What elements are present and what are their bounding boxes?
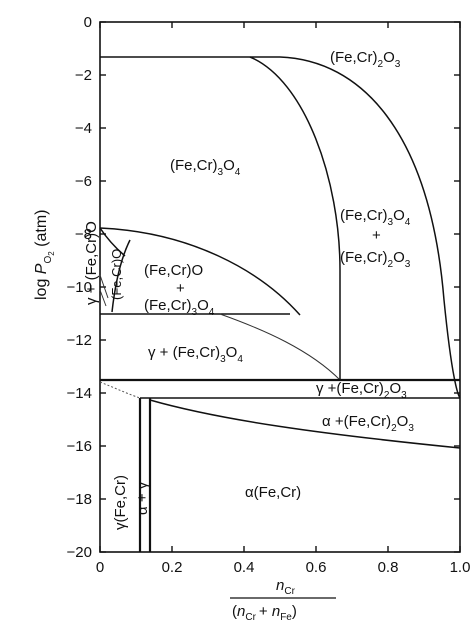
- y-tick-label: −20: [67, 544, 92, 561]
- boundary-wustite-left: [99, 227, 126, 257]
- x-tick-label: 0.2: [162, 559, 183, 576]
- y-tick-label: −8: [75, 226, 92, 243]
- boundary-wustite-right: [111, 239, 131, 313]
- label-alpha-fecr: α(Fe,Cr): [245, 484, 301, 501]
- y-tick-label: −16: [67, 438, 92, 455]
- x-tick-label: 0.6: [306, 559, 327, 576]
- label-wustite-spinel-plus: +: [176, 280, 185, 297]
- x-label-denominator: (nCr + nFe): [232, 603, 297, 623]
- y-tick-label: −12: [67, 332, 92, 349]
- label-gamma-spinel: γ + (Fe,Cr)3O4: [148, 344, 243, 365]
- label-spinel-corundum-bottom: (Fe,Cr)2O3: [340, 249, 411, 270]
- y-tick-label: −14: [67, 385, 92, 402]
- y-tick-label: −4: [75, 120, 92, 137]
- label-spinel: (Fe,Cr)3O4: [170, 157, 241, 178]
- x-tick-label: 0.8: [378, 559, 399, 576]
- boundary-spinel-wustite: [99, 227, 301, 316]
- boundary-gamma-wustite-diag2: [99, 289, 107, 307]
- label-spinel-corundum-plus: +: [372, 227, 381, 244]
- boundary-spinel-curve: [219, 313, 341, 381]
- label-spinel-corundum-top: (Fe,Cr)3O4: [340, 207, 411, 228]
- y-axis-label: log PO2 (atm): [33, 210, 56, 300]
- y-ticks: 0 −2 −4 −6 −8 −10 −12 −14 −16 −18 −20: [67, 14, 460, 561]
- label-gamma-fecr: γ(Fe,Cr): [112, 475, 129, 530]
- label-gamma-wustite: γ + (Fe,Cr)O: [83, 221, 100, 305]
- label-wustite: (Fe,Cr)O: [109, 249, 124, 300]
- label-wustite-spinel-bottom: (Fe,Cr)3O4: [144, 297, 215, 318]
- label-corundum: (Fe,Cr)2O3: [330, 49, 401, 70]
- x-tick-label: 1.0: [450, 559, 471, 576]
- y-tick-label: −6: [75, 173, 92, 190]
- label-alpha-corundum: α +(Fe,Cr)2O3: [322, 413, 414, 434]
- y-tick-label: −10: [67, 279, 92, 296]
- y-tick-label: −2: [75, 67, 92, 84]
- label-wustite-spinel-top: (Fe,Cr)O: [144, 262, 203, 279]
- label-gamma-corundum: γ +(Fe,Cr)2O3: [316, 380, 407, 401]
- phase-boundaries: [99, 56, 461, 552]
- x-axis-label: nCr (nCr + nFe): [230, 577, 336, 623]
- region-labels: (Fe,Cr)2O3 (Fe,Cr)3O4 (Fe,Cr)3O4 + (Fe,C…: [83, 49, 414, 530]
- boundary-gamma-dotted: [99, 381, 141, 399]
- x-label-numerator: nCr: [276, 577, 296, 597]
- x-tick-label: 0: [96, 559, 104, 576]
- boundary-corundum-top: [100, 56, 461, 399]
- y-tick-label: 0: [84, 14, 92, 31]
- boundary-spinel-corundum-left: [249, 56, 341, 380]
- x-tick-label: 0.4: [234, 559, 255, 576]
- y-tick-label: −18: [67, 491, 92, 508]
- boundary-gamma-wustite-diag: [99, 274, 109, 299]
- plot-frame: [99, 21, 461, 553]
- boundary-alpha-corundum-lower: [149, 399, 461, 449]
- label-alpha-gamma: α + γ: [134, 481, 151, 515]
- x-ticks: 0 0.2 0.4 0.6 0.8 1.0: [96, 22, 471, 576]
